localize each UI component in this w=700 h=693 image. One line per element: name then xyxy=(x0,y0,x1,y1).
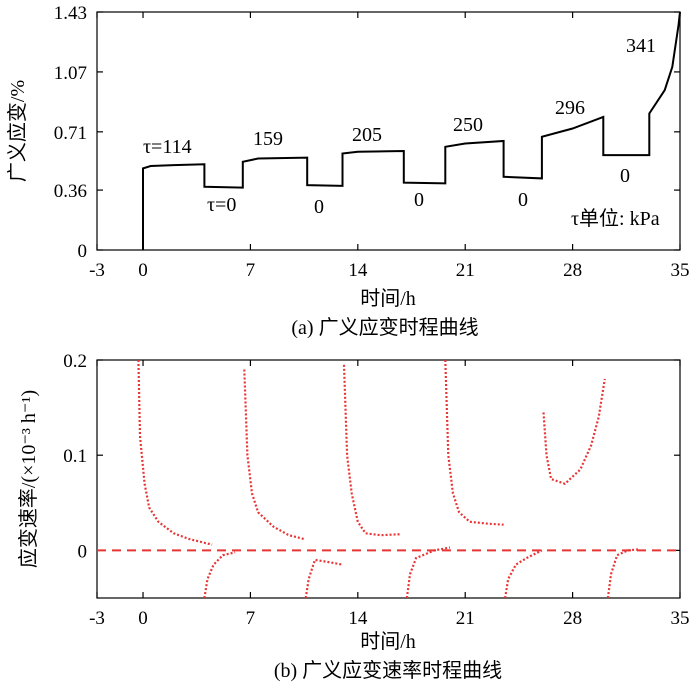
panel-b-x-tick-label: -3 xyxy=(89,608,105,629)
panel-b-rate-segment-10 xyxy=(606,548,639,599)
panel-a-x-tick-label: 0 xyxy=(138,260,148,281)
panel-b-strain-rate-series xyxy=(137,359,639,599)
panel-a-annotation-tau-0: τ=0 xyxy=(207,194,236,216)
panel-a-y-tick-label: 1.43 xyxy=(54,3,87,24)
panel-a-annotation-296: 296 xyxy=(555,97,585,119)
panel-b-rate-segment-1 xyxy=(137,359,213,546)
panel-a-y-tick-label: 0.36 xyxy=(54,181,87,202)
panel-b-x-tick-label: 21 xyxy=(456,608,475,629)
panel-a-annotation-205: 205 xyxy=(352,124,382,146)
panel-a-y-tick-label: 1.07 xyxy=(54,63,87,84)
panel-b-y-tick-label: 0.2 xyxy=(63,351,87,372)
panel-b-ticks: -3 0 7 14 21 28 35 0 0.1 0.2 xyxy=(63,351,689,629)
panel-a-x-tick-label: -3 xyxy=(89,260,105,281)
panel-a-annotation-341: 341 xyxy=(626,35,656,57)
panel-b-x-axis-label: 时间/h xyxy=(360,630,416,653)
panel-b-rate-segment-5 xyxy=(342,364,401,537)
panel-b-rate-segment-6 xyxy=(405,546,451,599)
panel-a-y-tick-label: 0.71 xyxy=(54,123,87,144)
panel-b-x-tick-label: 28 xyxy=(563,608,582,629)
panel-b-rate-segment-3 xyxy=(243,369,305,541)
panel-b-y-axis-label: 应变速率/(×10⁻³ h⁻¹) xyxy=(17,390,40,568)
panel-a-strain-series-line xyxy=(142,11,681,250)
panel-a-caption: (a) 广义应变时程曲线 xyxy=(291,316,478,339)
panel-b-rate-segment-9 xyxy=(542,378,606,486)
panel-a-x-tick-label: 35 xyxy=(671,260,690,281)
panel-b-x-tick-label: 35 xyxy=(671,608,690,629)
panel-a-unit-note: τ单位: kPa xyxy=(571,207,660,230)
panel-b-x-tick-label: 14 xyxy=(348,608,368,629)
panel-b-rate-segment-4 xyxy=(304,558,343,599)
panel-b-rate-segment-8 xyxy=(504,549,543,599)
panel-a-annotation-0-b: 0 xyxy=(314,196,324,218)
panel-a-y-axis-label: 广义应变/% xyxy=(6,80,29,182)
panel-a-annotation-0-e: 0 xyxy=(620,165,630,187)
panel-a-annotation-250: 250 xyxy=(453,114,483,136)
panel-a-x-tick-label: 7 xyxy=(246,260,256,281)
panel-b-y-tick-label: 0 xyxy=(78,541,88,562)
panel-a-x-tick-label: 21 xyxy=(456,260,475,281)
panel-a-x-axis-label: 时间/h xyxy=(360,287,416,310)
panel-a-annotation-0-d: 0 xyxy=(518,189,528,211)
panel-b-x-tick-label: 0 xyxy=(138,608,148,629)
panel-b-plot-frame xyxy=(96,359,681,599)
panel-b-y-tick-label: 0.1 xyxy=(63,446,87,467)
panel-a-y-tick-label: 0 xyxy=(78,241,88,262)
panel-b-rate-segment-7 xyxy=(444,359,504,526)
panel-a-annotation-0-c: 0 xyxy=(414,189,424,211)
panel-a-annotation-tau-114: τ=114 xyxy=(143,136,192,158)
panel-a-annotation-159: 159 xyxy=(253,128,283,150)
panel-b-strain-rate-chart: -3 0 7 14 21 28 35 0 0.1 0.2 时间/h 应变速率/(×10⁻³ h⁻¹… xyxy=(17,351,690,682)
panel-a-plot-frame xyxy=(96,11,681,251)
panel-a-x-tick-label: 14 xyxy=(348,260,368,281)
panel-b-rate-segment-2 xyxy=(203,551,236,599)
panel-b-x-tick-label: 7 xyxy=(246,608,256,629)
panel-a-x-tick-label: 28 xyxy=(563,260,582,281)
panel-b-caption: (b) 广义应变速率时程曲线 xyxy=(274,659,502,682)
